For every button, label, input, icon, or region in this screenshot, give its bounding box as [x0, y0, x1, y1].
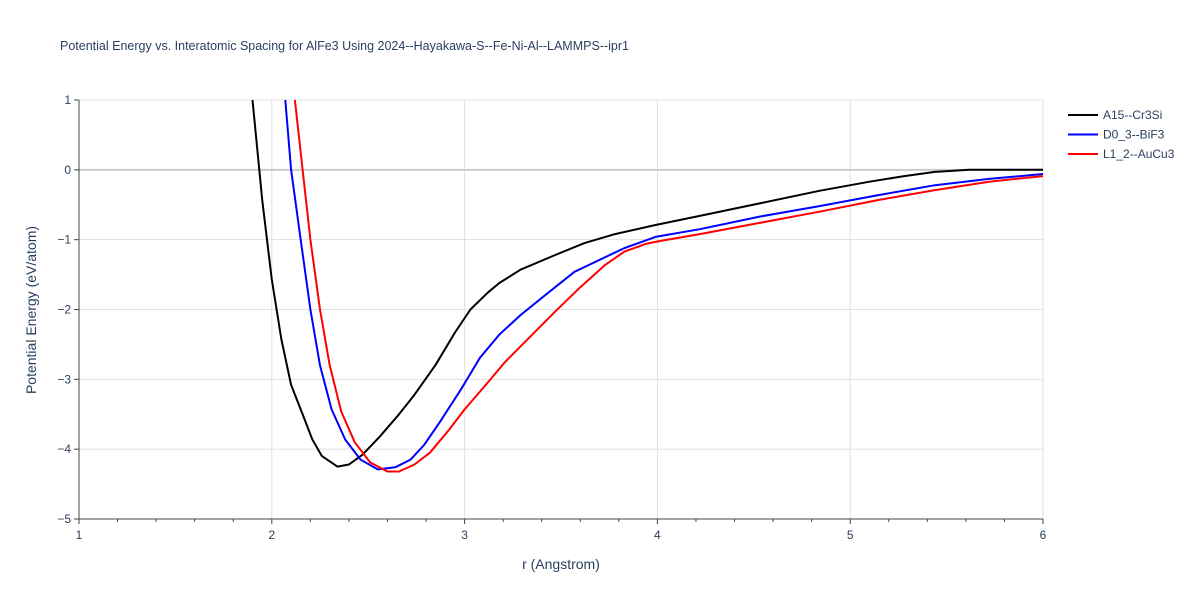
- legend-label: A15--Cr3Si: [1103, 108, 1162, 122]
- x-tick-label: 2: [268, 528, 275, 542]
- legend-label: L1_2--AuCu3: [1103, 147, 1175, 161]
- legend: A15--Cr3Si D0_3--BiF3 L1_2--AuCu3: [1068, 108, 1175, 161]
- x-tick-label: 3: [461, 528, 468, 542]
- y-tick-label: 1: [64, 93, 71, 107]
- x-tick-label: 1: [76, 528, 83, 542]
- series-line-A15--Cr3Si: [251, 100, 1043, 468]
- y-axis-label: Potential Energy (eV/atom): [23, 226, 39, 394]
- x-tick-label: 4: [654, 528, 661, 542]
- x-tick-label: 5: [847, 528, 854, 542]
- gridlines: [74, 99, 1044, 524]
- x-tick-label: 6: [1040, 528, 1047, 542]
- series-line-D0_3--BiF3: [284, 100, 1043, 471]
- y-tick-labels: 1 0 −1 −2 −3 −4 −5: [57, 93, 71, 526]
- y-tick-label: 0: [64, 163, 71, 177]
- series-line-L1_2--AuCu3: [293, 100, 1043, 473]
- y-tick-label: −5: [57, 512, 71, 526]
- legend-label: D0_3--BiF3: [1103, 128, 1165, 142]
- y-tick-label: −2: [57, 303, 71, 317]
- y-tick-label: −1: [57, 233, 71, 247]
- x-tick-labels: 1 2 3 4 5 6: [76, 528, 1047, 542]
- series-lines: [251, 100, 1043, 473]
- chart-title: Potential Energy vs. Interatomic Spacing…: [60, 39, 629, 53]
- y-tick-label: −3: [57, 372, 71, 386]
- y-tick-label: −4: [57, 442, 71, 456]
- x-axis-label: r (Angstrom): [522, 556, 600, 572]
